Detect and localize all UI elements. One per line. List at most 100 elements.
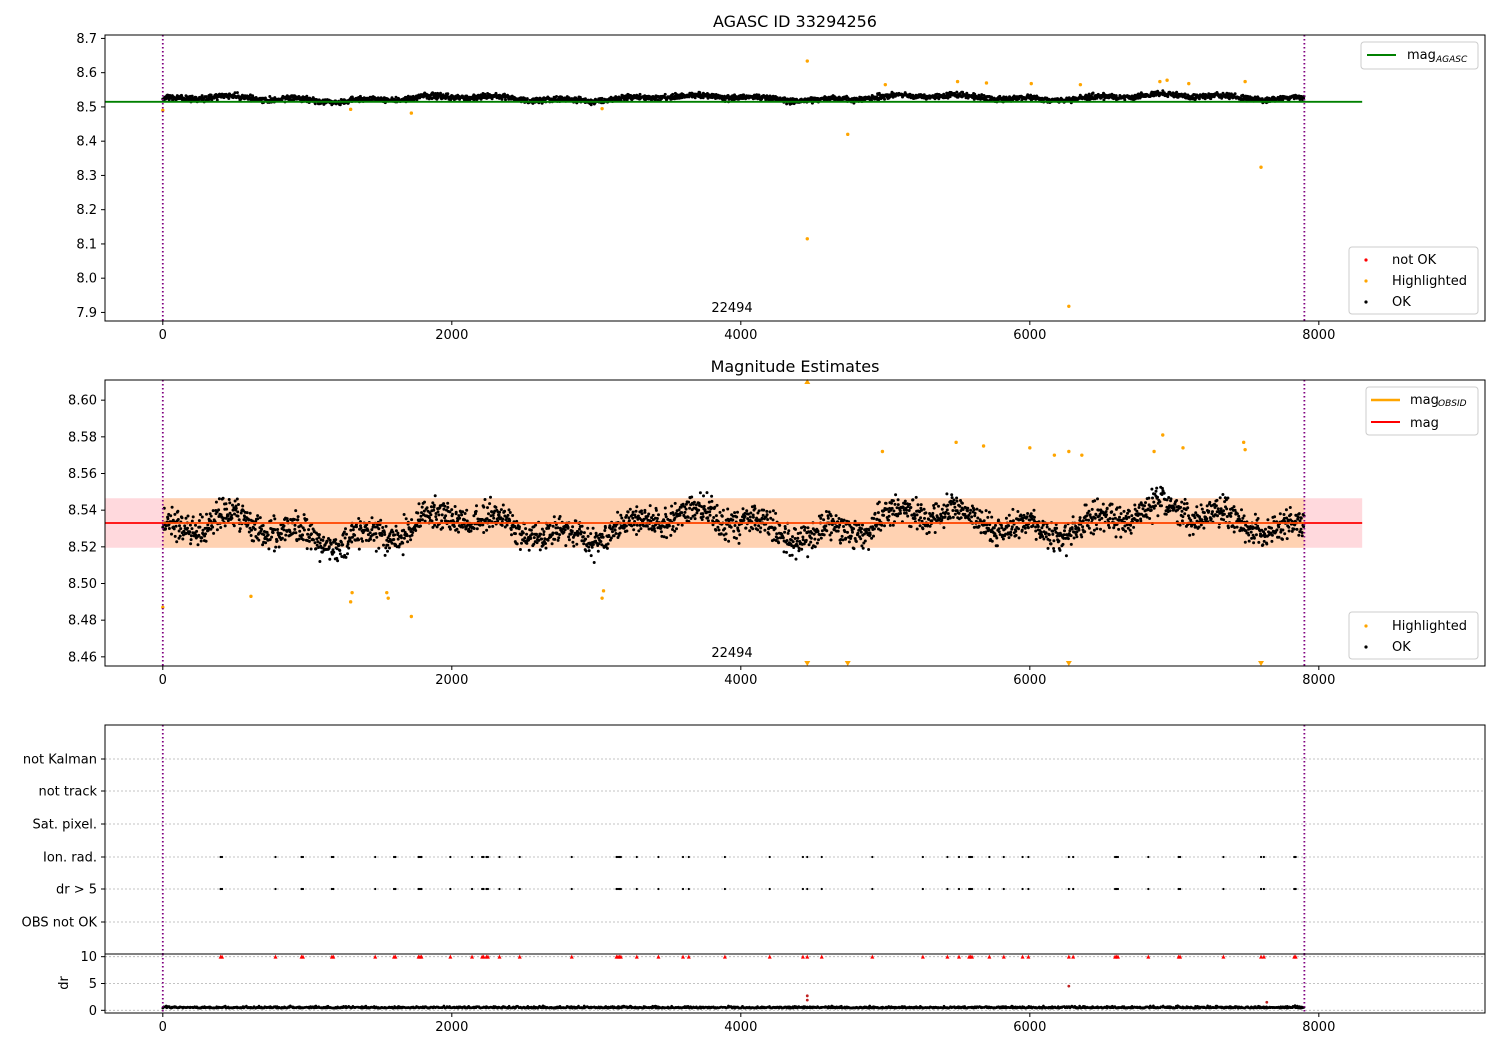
magnitude-ok-point [318, 541, 322, 545]
magnitude-ok-point [382, 530, 386, 534]
magnitude-ok-point [880, 523, 884, 527]
magnitude-ok-point [231, 508, 235, 512]
magnitude-ok-point [1029, 512, 1033, 516]
agasc-panel-axes: 0 2000 4000 6000 80007.98.08.18.28.38.48.58.… [76, 32, 1335, 343]
magnitude-ok-point [774, 511, 778, 515]
agasc-ok-point [339, 98, 343, 101]
magnitude-ok-point [649, 519, 653, 523]
magnitude-ok-point [932, 506, 936, 510]
magnitude-ok-point [188, 530, 192, 534]
magnitude-ok-point [914, 495, 918, 499]
magnitude-ok-point [355, 525, 358, 529]
magnitude-ok-point [710, 499, 714, 503]
magnitude-ok-point [697, 508, 701, 512]
magnitude-ok-point [360, 537, 364, 541]
magnitude-ok-point [234, 504, 238, 508]
agasc-legend-mag-label: mag [1407, 48, 1436, 63]
magnitude-ok-point [783, 527, 787, 531]
magnitude-ok-point [178, 534, 182, 538]
magnitude-ok-point [1007, 536, 1011, 540]
magnitude-ok-point [366, 529, 370, 532]
magnitude-ok-point [738, 533, 742, 537]
magnitude-ok-point [826, 516, 830, 520]
magnitude-ok-point [236, 514, 240, 518]
magnitude-ok-point [1158, 500, 1162, 504]
magnitude-ok-point [883, 524, 886, 528]
magnitude-ok-point [198, 525, 202, 529]
magnitude-ok-point [482, 505, 486, 509]
magnitude-ok-point [735, 536, 738, 540]
agasc-ok-point [980, 93, 984, 97]
magnitude-ok-point [997, 530, 1001, 534]
magnitude-ok-point [1026, 526, 1030, 530]
magnitude-ok-point [625, 529, 629, 533]
magnitude-ok-point [659, 526, 663, 530]
magnitude-ok-point [174, 524, 178, 528]
magnitude-ok-point [1152, 506, 1156, 510]
magnitude-ok-point [640, 512, 644, 516]
agasc-ok-point [446, 92, 450, 96]
magnitude-ok-point [625, 514, 629, 517]
magnitude-ok-point [260, 527, 264, 531]
magnitude-ok-point [509, 528, 513, 531]
magnitude-ok-point [328, 557, 332, 561]
magnitude-ok-point [765, 513, 769, 517]
agasc-highlighted-point [846, 132, 850, 137]
magnitude-ok-point [877, 500, 881, 504]
magnitude-ok-point [537, 538, 541, 542]
magnitude-ok-point [450, 508, 454, 512]
magnitude-ok-point [690, 495, 694, 499]
magnitude-ok-point [1069, 534, 1073, 538]
magnitude-ok-point [809, 540, 813, 544]
magnitude-ok-point [1090, 507, 1094, 511]
magnitude-ok-point [335, 556, 339, 560]
magnitude-ok-point [794, 527, 797, 531]
magnitude-ok-point [837, 517, 841, 520]
magnitude-ok-point [294, 531, 298, 535]
magnitude-ok-point [987, 510, 991, 514]
magnitude-ok-point [1016, 510, 1020, 513]
magnitude-ok-point [751, 527, 755, 531]
magnitude-ok-point [806, 555, 810, 559]
magnitude-ok-point [631, 513, 634, 517]
magnitude-ok-point [1034, 537, 1038, 541]
magnitude-ok-point [716, 525, 720, 529]
magnitude-ok-point [726, 507, 730, 511]
magnitude-ok-point [1055, 534, 1059, 538]
magnitude-ok-point [639, 527, 643, 531]
agasc-ok-point [449, 98, 453, 102]
magnitude-ok-point [235, 497, 239, 501]
magnitude-ok-point [390, 541, 394, 545]
magnitude-ok-point [693, 517, 697, 521]
magnitude-ok-point [316, 540, 320, 544]
magnitude-ok-point [186, 526, 189, 530]
magnitude-ok-point [773, 527, 777, 530]
magnitude-ok-point [616, 510, 620, 514]
magnitude-ok-point [942, 526, 946, 530]
magnitude-ok-point [600, 532, 604, 536]
magnitude-ok-point [852, 527, 856, 531]
magnitude-ok-point [703, 508, 707, 512]
magnitude-ok-point [1061, 542, 1065, 546]
agasc-ok-point [235, 91, 239, 95]
magnitude-ok-point [1143, 504, 1146, 508]
magnitude-ok-point [570, 529, 574, 533]
magnitude-ok-point [248, 511, 252, 515]
magnitude-ok-point [842, 518, 846, 522]
magnitude-ok-point [860, 527, 864, 531]
magnitude-ok-point [489, 495, 492, 499]
magnitude-ok-point [673, 529, 677, 533]
magnitude-ok-point [655, 517, 659, 520]
magnitude-ok-point [888, 523, 892, 527]
magnitude-ok-point [1154, 504, 1157, 508]
magnitude-ok-point [400, 536, 403, 540]
magnitude-ok-point [384, 524, 388, 528]
agasc-ok-point [536, 97, 540, 101]
magnitude-ok-point [337, 543, 341, 547]
magnitude-ok-point [635, 533, 638, 536]
agasc-ok-point [490, 97, 494, 101]
magnitude-ok-point [230, 513, 234, 517]
magnitude-ok-point [197, 533, 201, 537]
magnitude-ok-point [663, 506, 667, 510]
magnitude-ok-point [227, 498, 231, 501]
